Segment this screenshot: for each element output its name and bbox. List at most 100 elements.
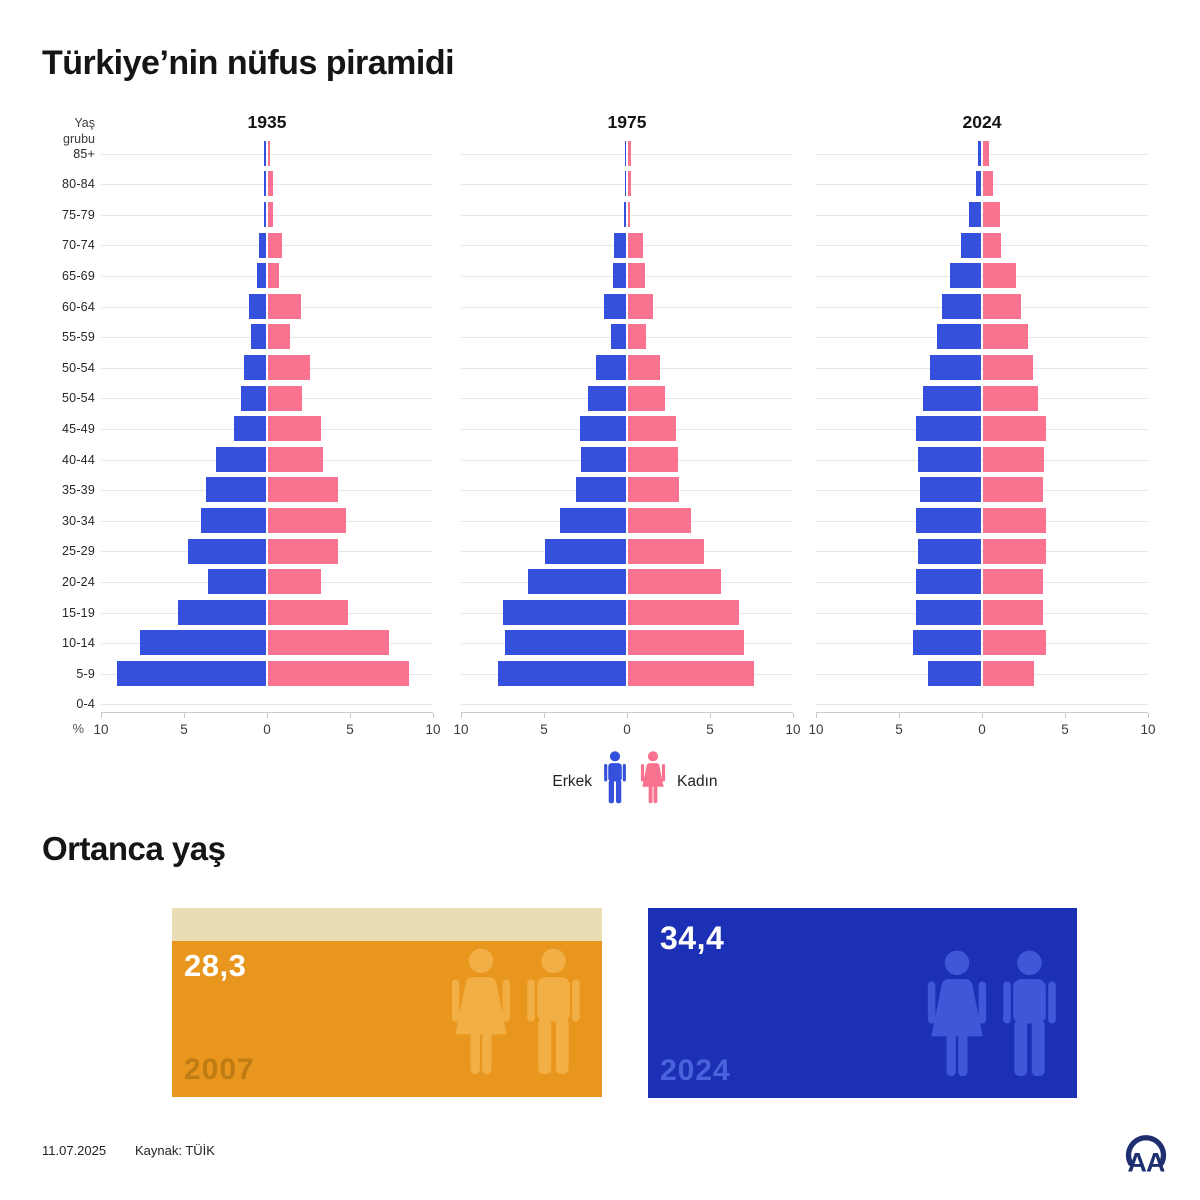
gridline bbox=[461, 459, 793, 461]
gridline bbox=[461, 490, 793, 492]
axis-tick bbox=[898, 713, 900, 718]
pyramid-plot-2024: 10 5 0 5 10 bbox=[808, 138, 1156, 746]
female-bar bbox=[983, 569, 1043, 595]
pyramid-row bbox=[461, 199, 793, 230]
gridline bbox=[461, 704, 793, 706]
female-bar bbox=[268, 232, 283, 258]
gridline bbox=[816, 184, 1148, 186]
gridline bbox=[101, 275, 433, 277]
male-bar bbox=[241, 385, 266, 411]
axis-tick bbox=[100, 713, 102, 718]
age-group-label: 40-44 bbox=[62, 452, 95, 467]
pyramid-row bbox=[461, 383, 793, 414]
pyramid-plot-1975: 10 5 0 5 10 bbox=[453, 138, 801, 746]
male-bar bbox=[139, 630, 266, 656]
pyramid-row bbox=[101, 383, 433, 414]
female-bar bbox=[628, 569, 721, 595]
axis-tick-label: 10 bbox=[785, 722, 801, 737]
pyramid-row bbox=[816, 352, 1148, 383]
female-bar bbox=[628, 630, 745, 656]
pyramid-row bbox=[461, 322, 793, 353]
gridline bbox=[461, 520, 793, 522]
axis-tick bbox=[432, 713, 434, 718]
gridline bbox=[461, 612, 793, 614]
axis-tick-label: 10 bbox=[453, 722, 469, 737]
male-bar bbox=[961, 232, 981, 258]
gridline bbox=[816, 153, 1148, 155]
pyramid-row bbox=[816, 230, 1148, 261]
male-bar bbox=[929, 354, 981, 380]
pyramid-row bbox=[101, 352, 433, 383]
male-bar bbox=[919, 477, 981, 503]
axis-tick-label: 5 bbox=[706, 722, 714, 737]
y-axis-title: Yaş grubu bbox=[30, 116, 95, 147]
pyramid-row bbox=[101, 291, 433, 322]
age-group-label: 35-39 bbox=[62, 483, 95, 498]
page-title: Türkiye’nin nüfus piramidi bbox=[42, 44, 455, 82]
pyramid-row bbox=[816, 199, 1148, 230]
axis-tick-label: 5 bbox=[1061, 722, 1069, 737]
female-bar bbox=[268, 293, 302, 319]
male-bar bbox=[234, 416, 266, 442]
female-bar bbox=[628, 538, 705, 564]
median-age-heading: Ortanca yaş bbox=[42, 830, 226, 867]
axis-tick bbox=[543, 713, 545, 718]
age-group-label: 70-74 bbox=[62, 238, 95, 253]
male-bar bbox=[927, 660, 981, 686]
gridline bbox=[461, 673, 793, 675]
male-bar bbox=[504, 630, 626, 656]
male-bar bbox=[503, 599, 626, 625]
gridline bbox=[101, 581, 433, 583]
male-bar bbox=[244, 354, 266, 380]
gridline bbox=[101, 184, 433, 186]
pyramid-row bbox=[461, 230, 793, 261]
pyramid-row bbox=[461, 689, 793, 720]
aa-agency-logo: AA bbox=[1120, 1124, 1172, 1180]
gridline bbox=[816, 612, 1148, 614]
gridline bbox=[816, 704, 1148, 706]
pyramid-row bbox=[101, 230, 433, 261]
age-group-label: 5-9 bbox=[76, 666, 95, 681]
legend-male-label: Erkek bbox=[552, 773, 593, 790]
male-bar bbox=[604, 293, 626, 319]
pyramid-row bbox=[101, 658, 433, 689]
female-bar bbox=[268, 385, 303, 411]
female-bar bbox=[268, 446, 323, 472]
axis-tick-label: 5 bbox=[895, 722, 903, 737]
male-bar bbox=[206, 477, 266, 503]
median-age-card-2024: 34,4 2024 bbox=[648, 908, 1077, 1098]
x-axis: 10 5 0 5 10 bbox=[453, 712, 801, 737]
pyramid-row bbox=[461, 291, 793, 322]
gridline bbox=[101, 306, 433, 308]
pyramid-row bbox=[816, 291, 1148, 322]
gridline bbox=[816, 245, 1148, 247]
gridline bbox=[461, 184, 793, 186]
median-age-value-2024: 34,4 bbox=[660, 920, 725, 956]
age-group-label: 15-19 bbox=[62, 605, 95, 620]
gridline bbox=[816, 520, 1148, 522]
age-group-label: 50-54 bbox=[62, 391, 95, 406]
male-bar bbox=[614, 232, 626, 258]
pyramid-row bbox=[816, 658, 1148, 689]
male-bar bbox=[625, 140, 626, 166]
male-bar bbox=[559, 507, 626, 533]
gridline bbox=[101, 245, 433, 247]
axis-tick bbox=[349, 713, 351, 718]
woman-icon bbox=[451, 948, 511, 1074]
axis-tick-label: 5 bbox=[540, 722, 548, 737]
axis-tick-label: 5 bbox=[346, 722, 354, 737]
pyramid-row bbox=[101, 169, 433, 200]
axis-tick bbox=[709, 713, 711, 718]
axis-tick bbox=[460, 713, 462, 718]
male-bar bbox=[216, 446, 266, 472]
female-bar bbox=[628, 232, 643, 258]
female-bar bbox=[628, 201, 631, 227]
pyramid-row bbox=[816, 566, 1148, 597]
footer-source: Kaynak: TÜİK bbox=[135, 1143, 215, 1158]
axis-tick-label: 10 bbox=[1140, 722, 1156, 737]
age-group-label: 80-84 bbox=[62, 177, 95, 192]
pyramid-row bbox=[816, 505, 1148, 536]
axis-tick-label: 0 bbox=[623, 722, 631, 737]
axis-tick-label: 10 bbox=[93, 722, 109, 737]
pyramid-row bbox=[101, 597, 433, 628]
